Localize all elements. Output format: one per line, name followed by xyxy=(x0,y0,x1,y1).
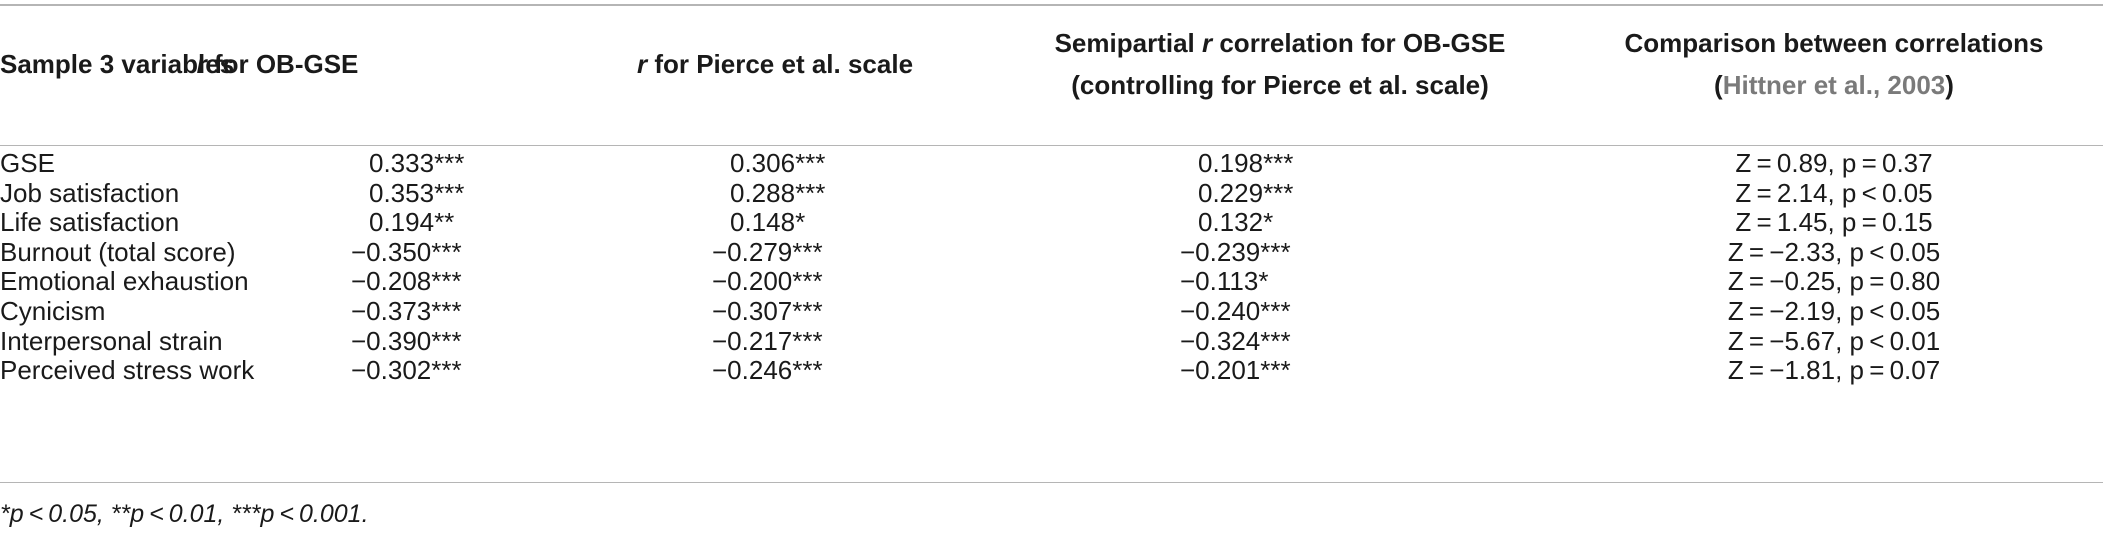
cell-semipartial: 0.229*** xyxy=(1198,178,1294,208)
cell-r-pierce: −0.217*** xyxy=(712,326,823,356)
cell-variable: Job satisfaction xyxy=(0,178,180,208)
cell-comparison: Z = −5.67, p < 0.01 xyxy=(1727,326,1941,356)
header-r-ob-gse: r for OB-GSE xyxy=(0,43,555,85)
table-footnote: *p < 0.05, **p < 0.01, ***p < 0.001. xyxy=(0,500,369,528)
cell-r-pierce: −0.246*** xyxy=(712,355,823,385)
cell-semipartial: −0.324*** xyxy=(1180,326,1291,356)
table-header-rule xyxy=(0,145,2103,146)
cell-semipartial: −0.240*** xyxy=(1180,296,1291,326)
cell-r-ob-gse: −0.302*** xyxy=(351,355,462,385)
cell-r-pierce: 0.306*** xyxy=(730,148,826,178)
table-row: Interpersonal strain −0.390*** −0.217*** −0… xyxy=(0,321,2103,361)
header-semipartial-r-symbol: r xyxy=(1202,28,1213,58)
cell-r-ob-gse: −0.208*** xyxy=(351,266,462,296)
header-sample-variables: Sample 3 variables xyxy=(0,43,234,85)
cell-semipartial: 0.132* xyxy=(1198,207,1274,237)
cell-r-pierce: 0.148* xyxy=(730,207,806,237)
table-row: Life satisfaction 0.194** 0.148* 0.132* Z = … xyxy=(0,202,2103,242)
cell-variable: GSE xyxy=(0,148,55,178)
cell-r-ob-gse: −0.390*** xyxy=(351,326,462,356)
cell-r-ob-gse: 0.333*** xyxy=(369,148,465,178)
header-r-pierce-label: for Pierce et al. scale xyxy=(647,49,914,79)
header-semipartial: Semipartial r correlation for OB-GSE (co… xyxy=(995,22,1565,106)
cell-r-pierce: −0.200*** xyxy=(712,266,823,296)
table-row: Job satisfaction 0.353*** 0.288*** 0.229***… xyxy=(0,173,2103,213)
cell-variable: Interpersonal strain xyxy=(0,326,223,356)
header-r-ob-gse-label: for OB-GSE xyxy=(206,49,359,79)
table-row: Burnout (total score) −0.350*** −0.279*** −… xyxy=(0,232,2103,272)
cell-r-pierce: −0.279*** xyxy=(712,237,823,267)
cell-semipartial: −0.113* xyxy=(1180,266,1269,296)
cell-semipartial: 0.198*** xyxy=(1198,148,1294,178)
citation-link[interactable]: Hittner et al., 2003 xyxy=(1722,70,1946,100)
cell-variable: Perceived stress work xyxy=(0,355,255,385)
cell-variable: Emotional exhaustion xyxy=(0,266,249,296)
cell-r-pierce: −0.307*** xyxy=(712,296,823,326)
cell-comparison: Z = 2.14, p < 0.05 xyxy=(1735,178,1933,208)
cell-semipartial: −0.201*** xyxy=(1180,355,1291,385)
cell-variable: Life satisfaction xyxy=(0,207,180,237)
header-semipartial-line1-b: correlation for OB-GSE xyxy=(1212,28,1506,58)
cell-r-pierce: 0.288*** xyxy=(730,178,826,208)
cell-r-ob-gse: −0.373*** xyxy=(351,296,462,326)
header-comparison-line1: Comparison between correlations xyxy=(1624,28,2044,58)
header-semipartial-line1-a: Semipartial xyxy=(1054,28,1202,58)
table-row: Cynicism −0.373*** −0.307*** −0.240*** Z = −… xyxy=(0,291,2103,331)
table-row: Emotional exhaustion −0.208*** −0.200*** −0… xyxy=(0,261,2103,301)
cell-comparison: Z = 0.89, p = 0.37 xyxy=(1735,148,1933,178)
cell-r-ob-gse: 0.353*** xyxy=(369,178,465,208)
cell-comparison: Z = −2.19, p < 0.05 xyxy=(1727,296,1941,326)
header-comparison-paren-open: ( xyxy=(1714,70,1723,100)
header-sample-variables-label: Sample 3 variables xyxy=(0,49,235,79)
table-row: Perceived stress work −0.302*** −0.246*** −… xyxy=(0,350,2103,390)
header-comparison: Comparison between correlations (Hittner… xyxy=(1565,22,2103,106)
cell-variable: Burnout (total score) xyxy=(0,237,236,267)
cell-comparison: Z = −1.81, p = 0.07 xyxy=(1727,355,1941,385)
header-r-pierce-symbol: r xyxy=(636,49,648,79)
header-comparison-paren-close: ) xyxy=(1945,70,1954,100)
header-semipartial-line2: (controlling for Pierce et al. scale) xyxy=(1071,70,1489,100)
cell-r-ob-gse: −0.350*** xyxy=(351,237,462,267)
cell-semipartial: −0.239*** xyxy=(1180,237,1291,267)
table-top-rule xyxy=(0,4,2103,6)
table-row: GSE 0.333*** 0.306*** 0.198*** Z = 0.89, p =… xyxy=(0,143,2103,183)
header-comparison-line2: (Hittner et al., 2003) xyxy=(1565,64,2103,106)
header-semipartial-line1: Semipartial r correlation for OB-GSE xyxy=(995,22,1565,64)
cell-comparison: Z = −0.25, p = 0.80 xyxy=(1727,266,1941,296)
cell-comparison: Z = −2.33, p < 0.05 xyxy=(1727,237,1941,267)
header-r-ob-gse-symbol: r xyxy=(196,49,207,79)
cell-variable: Cynicism xyxy=(0,296,106,326)
header-r-pierce: r for Pierce et al. scale xyxy=(555,43,995,85)
cell-r-ob-gse: 0.194** xyxy=(369,207,455,237)
table-bottom-rule xyxy=(0,482,2103,483)
cell-comparison: Z = 1.45, p = 0.15 xyxy=(1735,207,1933,237)
